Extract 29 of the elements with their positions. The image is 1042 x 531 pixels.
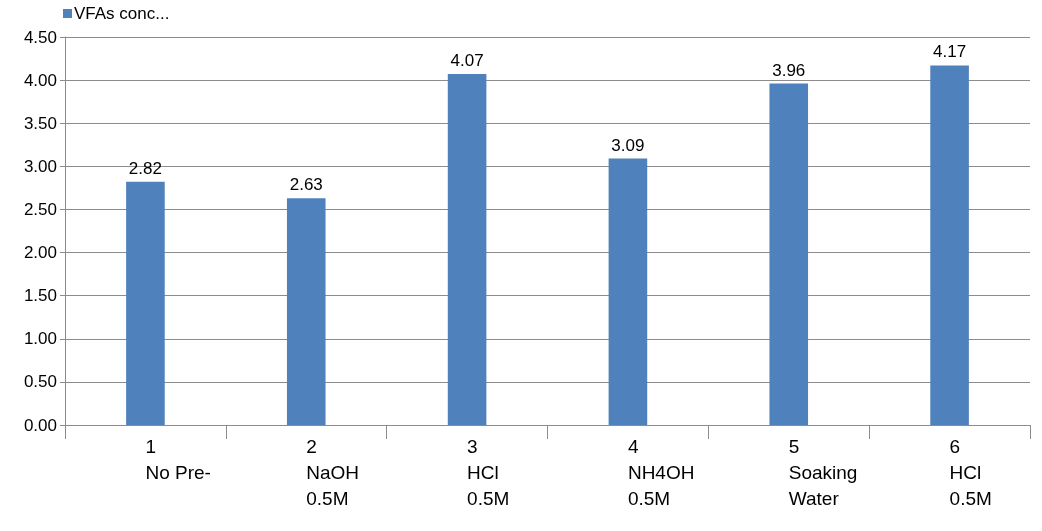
y-tick-label: 0.50 [23,372,57,392]
x-tick-label: 2 NaOH 0.5M [306,435,360,509]
y-tick-label: 1.50 [23,286,57,306]
y-tick-label: 0.00 [23,415,57,435]
y-tick-label: 3.00 [23,156,57,176]
bar [769,83,809,425]
data-label: 4.17 [933,42,967,62]
bar [447,74,487,425]
x-tick-label: 3 HCl 0.5M [467,435,510,509]
x-tick-label: 6 HCl 0.5M [949,435,992,509]
y-tick-label: 1.00 [23,329,57,349]
y-tick-label: 4.50 [23,27,57,47]
data-label: 2.82 [128,158,162,178]
y-tick-label: 2.50 [23,199,57,219]
x-tick-label: 5 Soaking Water [788,435,858,509]
legend-label: VFAs conc... [74,4,170,23]
data-label: 2.63 [289,175,323,195]
data-label: 3.96 [772,60,806,80]
x-tick-label: 1 No Pre- [145,435,211,483]
y-tick-label: 3.50 [23,113,57,133]
bar [286,198,326,425]
bar [930,65,969,425]
x-tick-label: 4 NH4OH 0.5M [627,435,695,509]
bar [126,181,165,425]
y-tick-label: 4.00 [23,70,57,90]
y-tick-label: 2.00 [23,243,57,263]
data-label: 3.09 [611,135,645,155]
bar [608,158,648,425]
data-label: 4.07 [450,51,484,71]
